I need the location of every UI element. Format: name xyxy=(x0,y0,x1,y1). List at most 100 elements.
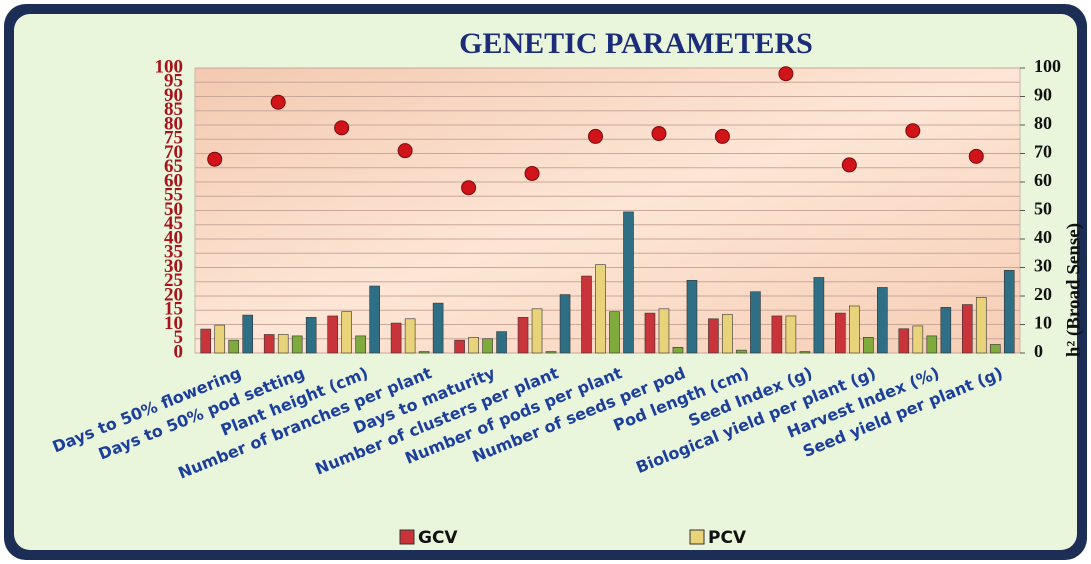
bar xyxy=(432,302,444,354)
bar xyxy=(305,317,317,354)
legend-label: PCV xyxy=(708,528,747,548)
bar xyxy=(799,351,811,354)
y2-tick-label: 0 xyxy=(1034,341,1043,361)
h2-point xyxy=(397,143,413,159)
y-tick-label: 100 xyxy=(155,56,184,77)
y-tick-label: 5 xyxy=(174,327,184,348)
h2-point xyxy=(270,94,286,110)
bar xyxy=(200,328,212,354)
bar xyxy=(559,294,571,354)
h2-point xyxy=(714,128,730,144)
h2-point xyxy=(651,126,667,142)
legend-swatch xyxy=(399,529,415,545)
bar xyxy=(722,314,733,354)
y-tick-label: 65 xyxy=(164,156,183,177)
bar xyxy=(496,331,507,354)
bar xyxy=(404,318,416,354)
bar xyxy=(736,349,747,354)
y-tick-label: 30 xyxy=(164,256,183,277)
chart-title: GENETIC PARAMETERS xyxy=(459,27,813,60)
y-tick-label: 0 xyxy=(174,341,184,362)
y-tick-label: 20 xyxy=(164,284,183,305)
bar xyxy=(517,317,529,354)
h2-point xyxy=(207,151,223,167)
bar xyxy=(644,312,656,354)
bar xyxy=(898,328,910,354)
bar xyxy=(672,346,684,354)
y-tick-label: 90 xyxy=(164,85,183,106)
h2-point xyxy=(778,66,794,82)
h2-point xyxy=(461,180,477,196)
bar xyxy=(623,211,634,354)
legend-label: GCV xyxy=(418,528,458,548)
bar xyxy=(961,304,973,354)
bar xyxy=(658,308,670,354)
bar xyxy=(369,285,380,354)
legend-swatch xyxy=(689,529,705,545)
bar xyxy=(926,335,938,354)
bar xyxy=(390,322,402,354)
y2-tick-label: 60 xyxy=(1034,170,1052,190)
h2-point xyxy=(905,123,921,139)
bar xyxy=(595,264,606,354)
bar xyxy=(771,315,783,354)
bar xyxy=(609,311,620,354)
bar xyxy=(1003,270,1015,354)
bar xyxy=(686,280,698,354)
bar xyxy=(468,337,479,354)
y-tick-label: 70 xyxy=(164,142,183,163)
y-tick-label: 95 xyxy=(164,71,183,92)
bar xyxy=(877,287,888,354)
bar xyxy=(355,335,366,354)
bar xyxy=(418,351,430,354)
y2-tick-label: 40 xyxy=(1034,227,1052,247)
bar xyxy=(835,312,846,354)
bar xyxy=(940,307,952,354)
bar xyxy=(341,311,352,354)
y-tick-label: 55 xyxy=(164,185,183,206)
y-tick-label: 25 xyxy=(164,270,183,291)
h2-point xyxy=(841,157,857,173)
y-tick-label: 10 xyxy=(164,313,183,334)
h2-point xyxy=(334,120,350,136)
bar xyxy=(531,308,543,354)
y-tick-label: 75 xyxy=(164,128,183,149)
y2-tick-label: 30 xyxy=(1034,256,1052,276)
y-tick-label: 85 xyxy=(164,99,183,120)
bar xyxy=(482,338,493,354)
y2-tick-label: 10 xyxy=(1034,313,1052,333)
bar xyxy=(277,334,289,354)
y2-tick-label: 100 xyxy=(1034,56,1061,76)
h2-point xyxy=(968,148,984,164)
bar xyxy=(214,324,226,354)
bar xyxy=(708,318,719,354)
bar xyxy=(863,337,874,354)
bar xyxy=(849,305,860,354)
bar xyxy=(813,277,825,354)
y-tick-label: 80 xyxy=(164,113,183,134)
bar xyxy=(912,325,924,354)
y-tick-label: 40 xyxy=(164,227,183,248)
bar xyxy=(975,297,987,354)
bar xyxy=(785,315,797,354)
y2-tick-label: 50 xyxy=(1034,199,1052,219)
bar xyxy=(291,335,303,354)
bar xyxy=(545,351,557,354)
bar xyxy=(263,334,275,354)
y2-tick-label: 90 xyxy=(1034,85,1052,105)
bar xyxy=(989,344,1001,354)
bar xyxy=(228,339,240,354)
bar xyxy=(750,291,761,354)
y-tick-label: 50 xyxy=(164,199,183,220)
y-tick-label: 45 xyxy=(164,213,183,234)
bar xyxy=(242,314,254,354)
h2-point xyxy=(588,128,603,144)
h2-point xyxy=(524,165,540,181)
y-tick-label: 35 xyxy=(164,242,183,263)
y2-tick-label: 80 xyxy=(1034,113,1052,133)
y2-tick-label: 20 xyxy=(1034,284,1052,304)
bar xyxy=(581,275,592,354)
y-tick-label: 60 xyxy=(164,170,183,191)
